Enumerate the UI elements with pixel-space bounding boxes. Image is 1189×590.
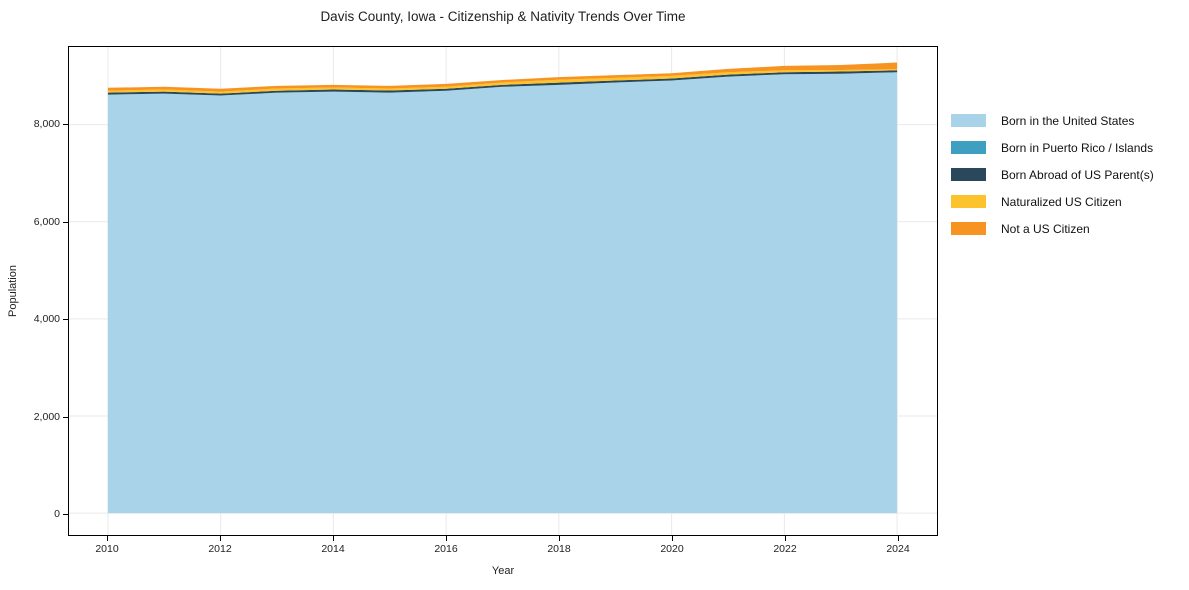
y-tick-label: 8,000 xyxy=(33,118,60,130)
x-tick-label: 2018 xyxy=(547,543,571,555)
legend-swatch xyxy=(951,222,986,235)
x-tick-label: 2022 xyxy=(773,543,797,555)
y-tick-label: 0 xyxy=(54,508,60,520)
x-tick-mark xyxy=(559,536,561,541)
y-tick-mark xyxy=(63,221,68,223)
legend-label: Born Abroad of US Parent(s) xyxy=(1001,167,1154,182)
x-tick-mark xyxy=(220,536,222,541)
y-tick-mark xyxy=(63,124,68,126)
legend-swatch xyxy=(951,141,986,154)
legend-label: Born in Puerto Rico / Islands xyxy=(1001,140,1154,155)
x-tick-mark xyxy=(333,536,335,541)
legend-swatch xyxy=(951,195,986,208)
x-tick-label: 2024 xyxy=(886,543,910,555)
y-tick-mark xyxy=(63,319,68,321)
legend-label: Born in the United States xyxy=(1001,113,1135,128)
x-tick-label: 2010 xyxy=(95,543,119,555)
y-axis-label: Population xyxy=(7,265,19,317)
legend-item: Not a US Citizen xyxy=(951,215,1154,242)
x-tick-mark xyxy=(898,536,900,541)
legend-item: Naturalized US Citizen xyxy=(951,188,1154,215)
x-tick-label: 2014 xyxy=(321,543,345,555)
x-tick-mark xyxy=(107,536,109,541)
legend-label: Not a US Citizen xyxy=(1001,221,1090,236)
plot-area xyxy=(68,46,938,536)
legend-item: Born in Puerto Rico / Islands xyxy=(951,134,1154,161)
x-tick-mark xyxy=(446,536,448,541)
y-tick-label: 2,000 xyxy=(33,410,60,423)
stacked-area-chart xyxy=(69,47,937,535)
legend-item: Born Abroad of US Parent(s) xyxy=(951,161,1154,188)
y-tick-label: 4,000 xyxy=(33,313,60,325)
x-tick-label: 2016 xyxy=(434,543,458,555)
y-tick-mark xyxy=(63,416,68,418)
legend: Born in the United States Born in Puerto … xyxy=(951,107,1154,242)
x-axis-label: Year xyxy=(491,565,515,577)
area-series xyxy=(107,69,898,94)
y-tick-mark xyxy=(63,514,68,516)
chart-title: Davis County, Iowa - Citizenship & Nativ… xyxy=(320,9,686,24)
x-tick-mark xyxy=(785,536,787,541)
area-series xyxy=(107,62,898,92)
legend-label: Naturalized US Citizen xyxy=(1001,194,1122,209)
x-tick-label: 2012 xyxy=(208,543,232,555)
legend-item: Born in the United States xyxy=(951,107,1154,134)
x-tick-mark xyxy=(672,536,674,541)
legend-swatch xyxy=(951,114,986,127)
x-tick-label: 2020 xyxy=(660,543,684,555)
area-series xyxy=(107,72,898,514)
legend-swatch xyxy=(951,168,986,181)
y-tick-label: 6,000 xyxy=(33,215,60,228)
